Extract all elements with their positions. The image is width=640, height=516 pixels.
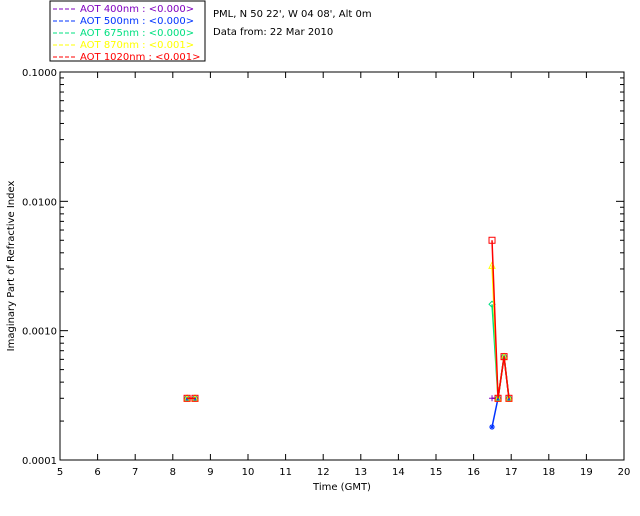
data-point [183,394,191,402]
legend-entry: AOT 500nm : <0.000> [80,16,194,27]
x-tick-label: 14 [392,467,405,478]
x-tick-label: 15 [430,467,443,478]
legend-box [49,0,206,62]
x-tick-label: 19 [580,467,593,478]
legend-entry: AOT 870nm : <0.001> [80,40,194,51]
data-point [489,395,496,402]
x-tick-label: 11 [279,467,292,478]
x-tick-label: 12 [317,467,330,478]
x-tick-label: 18 [542,467,555,478]
date-label: Data from: 22 Mar 2010 [213,27,333,38]
x-tick-label: 5 [57,467,63,478]
x-tick-label: 6 [94,467,100,478]
x-tick-label: 16 [467,467,480,478]
x-tick-label: 8 [170,467,176,478]
data-point [500,353,508,361]
x-tick-label: 13 [354,467,367,478]
x-tick-label: 9 [207,467,213,478]
x-tick-label: 20 [618,467,631,478]
x-tick-label: 10 [242,467,255,478]
series-line [491,240,510,399]
data-point [191,394,199,402]
y-tick-label: 0.0010 [22,327,57,338]
x-tick-label: 17 [505,467,518,478]
legend-entry: AOT 400nm : <0.000> [80,4,194,15]
x-axis-label: Time (GMT) [312,482,371,493]
x-tick-label: 7 [132,467,138,478]
data-point [494,394,502,402]
plot-area [59,71,625,461]
series-line [491,356,510,428]
data-point [488,236,496,244]
y-axis-label: Imaginary Part of Refractive Index [6,181,17,352]
data-point [505,394,513,402]
legend-entry: AOT 675nm : <0.000> [80,28,194,39]
legend-entry: AOT 1020nm : <0.001> [80,52,200,63]
y-tick-label: 0.0001 [22,456,57,467]
y-tick-label: 0.0100 [22,197,57,208]
site-label: PML, N 50 22', W 04 08', Alt 0m [213,9,372,20]
y-tick-label: 0.1000 [22,68,57,79]
data-point [489,423,496,430]
